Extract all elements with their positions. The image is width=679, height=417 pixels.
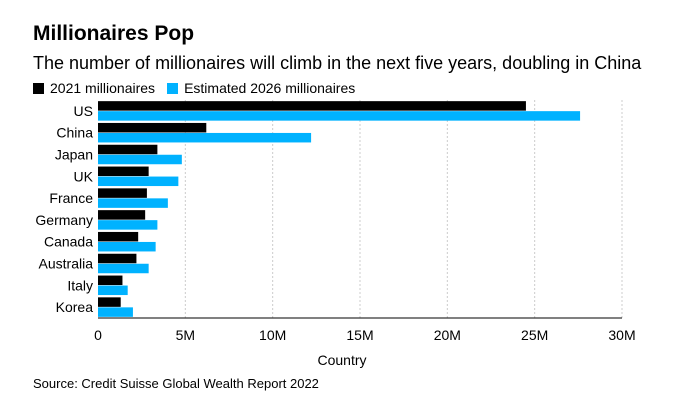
legend-item-2021: 2021 millionaires: [33, 80, 155, 96]
x-tick-label-4: 20M: [434, 327, 461, 343]
x-tick-label-2: 10M: [259, 327, 286, 343]
category-label-canada: Canada: [44, 234, 93, 250]
bar-us-2021: [98, 101, 526, 111]
legend-swatch-2021: [33, 82, 44, 94]
bar-australia-2026: [98, 263, 149, 274]
bar-france-2026: [98, 198, 168, 208]
legend-label-2021: 2021 millionaires: [50, 80, 156, 96]
chart-title: Millionaires Pop: [33, 22, 195, 45]
category-label-china: China: [56, 125, 93, 141]
bar-australia-2021: [98, 253, 137, 264]
bar-canada-2026: [98, 241, 156, 252]
x-tick-label-0: 0: [94, 327, 102, 343]
x-tick-label-5: 25M: [521, 327, 548, 343]
bar-uk-2026: [98, 176, 179, 187]
category-label-italy: Italy: [67, 277, 93, 293]
category-label-japan: Japan: [55, 147, 93, 163]
chart-subtitle: The number of millionaires will climb in…: [33, 53, 642, 73]
bar-italy-2026: [98, 285, 128, 296]
bar-italy-2021: [98, 275, 123, 286]
bar-korea-2021: [98, 297, 121, 307]
bar-china-2026: [98, 132, 312, 143]
bar-germany-2021: [98, 210, 146, 220]
bar-japan-2021: [98, 144, 158, 155]
bar-us-2026: [98, 111, 581, 121]
legend-label-2026: Estimated 2026 millionaires: [184, 80, 356, 96]
category-label-australia: Australia: [39, 256, 94, 272]
source-note: Source: Credit Suisse Global Wealth Repo…: [33, 376, 319, 391]
category-label-us: US: [74, 103, 93, 119]
bar-france-2021: [98, 188, 147, 198]
legend-swatch-2026: [167, 82, 179, 94]
bar-canada-2021: [98, 231, 139, 242]
bar-uk-2021: [98, 166, 149, 177]
bar-germany-2026: [98, 220, 158, 230]
bar-korea-2026: [98, 307, 133, 317]
x-tick-label-3: 15M: [346, 327, 373, 343]
legend-item-2026: Estimated 2026 millionaires: [167, 80, 355, 96]
category-label-uk: UK: [74, 168, 94, 184]
bar-japan-2026: [98, 154, 182, 165]
category-label-france: France: [49, 190, 93, 206]
bar-china-2021: [98, 122, 207, 133]
category-label-korea: Korea: [56, 299, 94, 315]
x-tick-label-6: 30M: [608, 327, 635, 343]
category-label-germany: Germany: [35, 212, 93, 228]
legend: 2021 millionaires Estimated 2026 million…: [33, 80, 367, 96]
x-tick-label-1: 5M: [176, 327, 195, 343]
x-axis-title: Country: [317, 352, 366, 368]
